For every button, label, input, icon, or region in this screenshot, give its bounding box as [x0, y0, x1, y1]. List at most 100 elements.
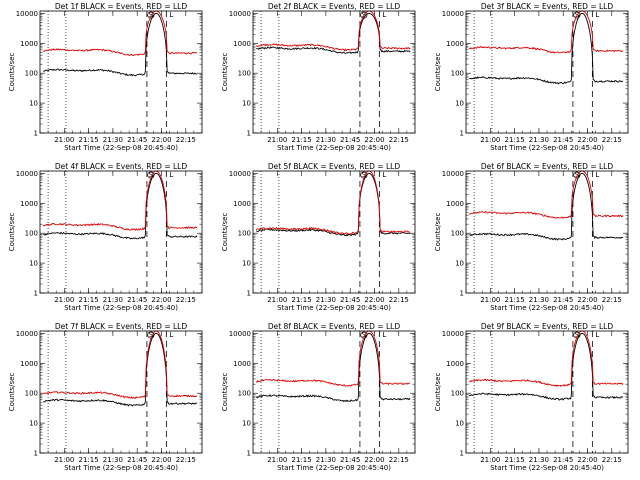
panel-8: Det 8f BLACK = Events, RED = LLD Counts/s… [221, 322, 416, 472]
y-tick-label: 1 [34, 130, 38, 138]
x-tick-label: 22:15 [176, 296, 196, 304]
x-tick-label: 21:45 [127, 456, 147, 464]
x-tick-label: 21:15 [79, 296, 99, 304]
x-tick-label: 21:45 [553, 456, 573, 464]
panel-7: Det 7f BLACK = Events, RED = LLD Counts/s… [8, 322, 203, 472]
y-tick-label: 10 [455, 420, 464, 428]
x-tick-label: 22:15 [389, 136, 409, 144]
y-tick-label: 100 [25, 390, 38, 398]
y-axis-label: Counts/sec [434, 373, 442, 412]
x-tick-label: 21:30 [529, 296, 549, 304]
x-tick-label: 21:15 [79, 136, 99, 144]
series-line-lld [468, 170, 624, 219]
x-axis-label: Start Time (22-Sep-08 20:45:40) [64, 464, 178, 472]
x-axis-label: Start Time (22-Sep-08 20:45:40) [64, 304, 178, 312]
series-line-lld [256, 170, 411, 235]
x-tick-label: 22:15 [176, 456, 196, 464]
y-tick-label: 1 [460, 130, 464, 138]
panel-9: Det 9f BLACK = Events, RED = LLD Counts/s… [434, 322, 629, 472]
panel-title: Det 6f BLACK = Events, RED = LLD [481, 162, 614, 171]
y-tick-label: 100 [25, 70, 38, 78]
y-tick-label: 1000 [233, 40, 251, 48]
x-tick-label: 21:00 [480, 296, 500, 304]
y-tick-label: 1000 [446, 200, 464, 208]
series-line-events [468, 332, 624, 401]
saa-end-marker: L [169, 11, 173, 19]
saa-end-marker: L [595, 331, 599, 339]
x-tick-label: 22:15 [176, 136, 196, 144]
x-tick-label: 22:00 [364, 296, 384, 304]
y-axis-label: Counts/sec [8, 213, 16, 252]
x-tick-label: 21:45 [340, 136, 360, 144]
saa-start-marker: S [149, 171, 154, 179]
y-axis-label: Counts/sec [8, 373, 16, 412]
y-axis-label: Counts/sec [221, 53, 229, 92]
x-tick-label: 21:30 [103, 296, 123, 304]
panel-title: Det 1f BLACK = Events, RED = LLD [55, 2, 188, 11]
x-tick-label: 22:00 [364, 456, 384, 464]
y-tick-label: 1000 [233, 360, 251, 368]
y-tick-label: 10000 [229, 170, 251, 178]
x-tick-label: 22:15 [389, 296, 409, 304]
y-tick-label: 10000 [229, 330, 251, 338]
series-line-events [256, 12, 411, 55]
x-axis-label: Start Time (22-Sep-08 20:45:40) [277, 464, 391, 472]
x-tick-label: 21:00 [267, 136, 287, 144]
y-tick-label: 10 [29, 260, 38, 268]
saa-end-marker: L [595, 11, 599, 19]
x-axis-label: Start Time (22-Sep-08 20:45:40) [490, 304, 604, 312]
y-tick-label: 10 [455, 260, 464, 268]
x-tick-label: 22:00 [364, 136, 384, 144]
saa-end-marker: L [382, 171, 386, 179]
saa-end-marker: L [382, 331, 386, 339]
x-tick-label: 21:00 [54, 296, 74, 304]
y-tick-label: 1 [34, 290, 38, 298]
x-axis-label: Start Time (22-Sep-08 20:45:40) [277, 144, 391, 152]
x-tick-label: 22:00 [151, 456, 171, 464]
x-tick-label: 21:15 [292, 136, 312, 144]
plot-frame [465, 170, 629, 294]
y-tick-label: 10000 [442, 10, 464, 18]
panel-4: Det 4f BLACK = Events, RED = LLD Counts/s… [8, 162, 203, 312]
y-tick-label: 1 [460, 450, 464, 458]
x-tick-label: 21:30 [316, 136, 336, 144]
y-tick-label: 100 [238, 390, 251, 398]
plot-frame [39, 170, 203, 294]
series-line-events [469, 172, 624, 241]
plot-frame [252, 330, 416, 454]
plot-frame [252, 170, 416, 294]
x-tick-label: 21:15 [505, 456, 525, 464]
panel-title: Det 3f BLACK = Events, RED = LLD [481, 2, 614, 11]
x-tick-label: 22:00 [151, 296, 171, 304]
x-tick-label: 21:30 [529, 456, 549, 464]
y-tick-label: 1000 [20, 360, 38, 368]
x-tick-label: 21:45 [553, 136, 573, 144]
series-line-lld [43, 10, 198, 57]
x-tick-label: 21:15 [292, 456, 312, 464]
x-tick-label: 21:45 [127, 136, 147, 144]
y-tick-label: 100 [238, 230, 251, 238]
y-tick-label: 100 [238, 70, 251, 78]
series-line-lld [255, 10, 411, 52]
series-line-events [255, 172, 411, 237]
y-tick-label: 1000 [446, 40, 464, 48]
x-tick-label: 21:30 [103, 136, 123, 144]
x-tick-label: 21:15 [505, 136, 525, 144]
y-axis-label: Counts/sec [8, 53, 16, 92]
x-tick-label: 21:00 [54, 136, 74, 144]
y-tick-label: 1 [460, 290, 464, 298]
saa-start-marker: S [362, 331, 367, 339]
x-tick-label: 21:30 [316, 456, 336, 464]
series-line-events [42, 12, 198, 77]
x-tick-label: 21:45 [340, 296, 360, 304]
panel-6: Det 6f BLACK = Events, RED = LLD Counts/s… [434, 162, 629, 312]
x-tick-label: 21:45 [127, 296, 147, 304]
x-tick-label: 21:30 [529, 136, 549, 144]
x-axis-label: Start Time (22-Sep-08 20:45:40) [490, 464, 604, 472]
plot-frame [252, 10, 416, 134]
x-tick-label: 21:00 [267, 296, 287, 304]
y-tick-label: 100 [451, 70, 464, 78]
panel-title: Det 2f BLACK = Events, RED = LLD [268, 2, 401, 11]
series-line-lld [42, 170, 198, 231]
x-tick-label: 22:15 [389, 456, 409, 464]
